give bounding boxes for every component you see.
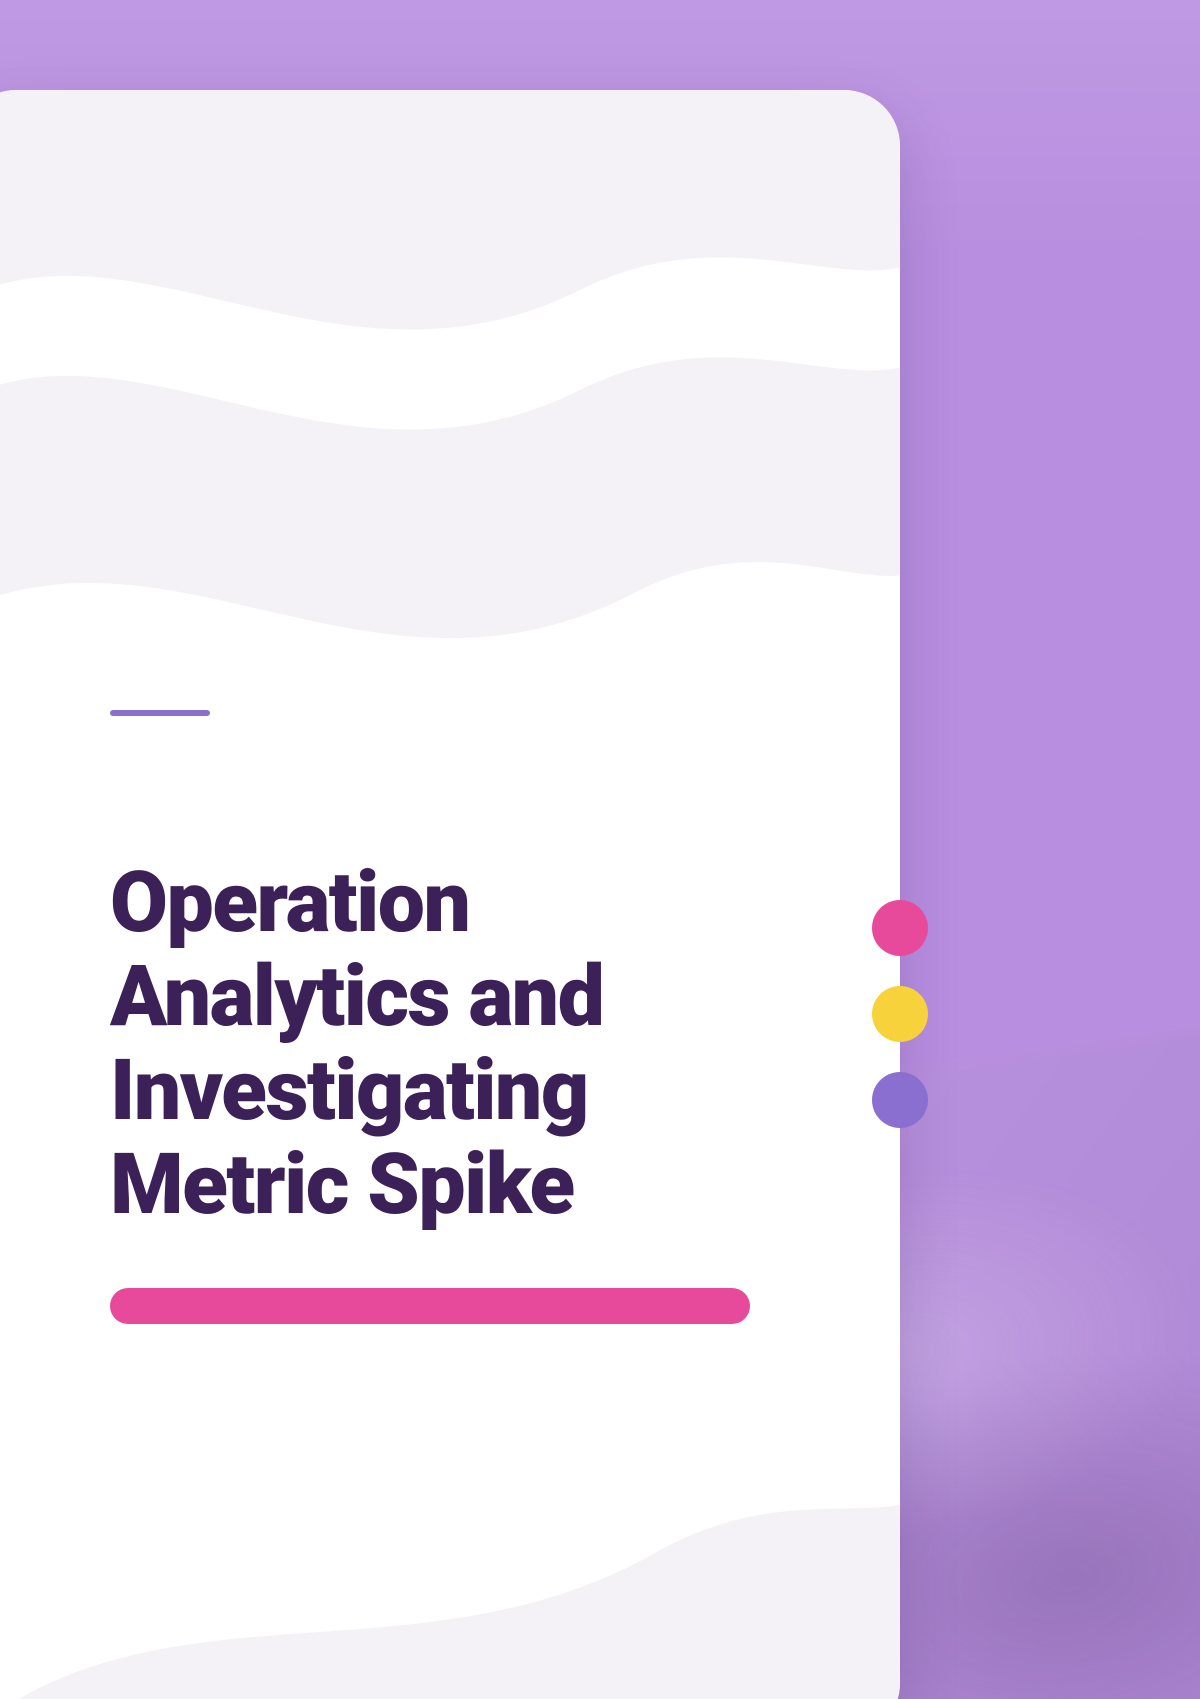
arranged-by-label: Arranged by [110,424,790,454]
logo-text: Trainity [158,211,250,244]
document-title: Operation Analytics and Investigating Me… [110,856,790,1232]
accent-dots [872,900,928,1128]
brand-logo: T Trainity [110,210,790,244]
accent-dot-1 [872,900,928,956]
accent-dot-2 [872,986,928,1042]
author-name: Dev Anil [110,482,790,510]
accent-dot-3 [872,1072,928,1128]
short-rule-decoration [110,710,210,716]
title-underline-bar [110,1288,750,1324]
cover-card: T Trainity Arranged by Dev Anil Operatio… [0,90,900,1699]
logo-badge: T [110,210,144,244]
